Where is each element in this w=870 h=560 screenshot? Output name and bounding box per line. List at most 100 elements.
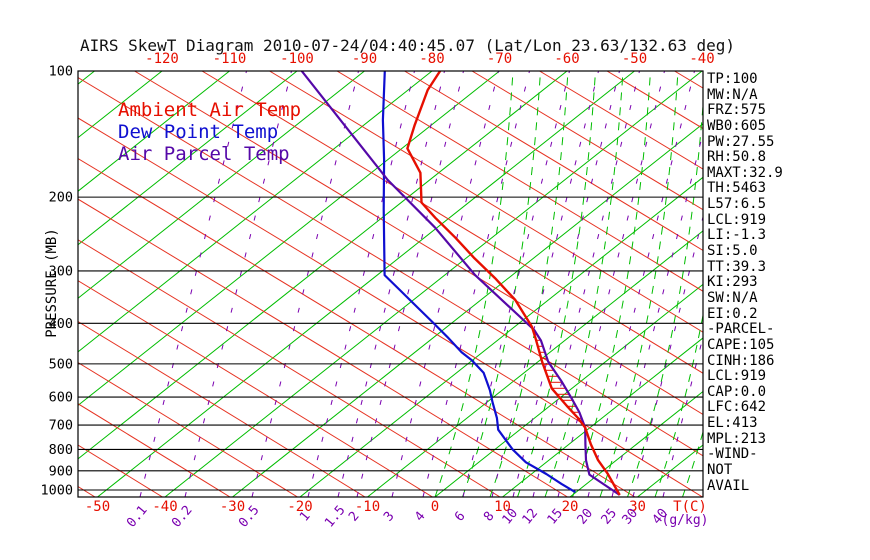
mixing-ratio-line	[139, 71, 247, 497]
top-axis-tick: -40	[689, 51, 714, 67]
stat-line: LI:-1.3	[707, 227, 767, 244]
chart-title: AIRS SkewT Diagram 2010-07-24/04:40:45.0…	[80, 36, 736, 55]
bottom-axis-tick: -10	[355, 499, 380, 515]
isotherm-line	[78, 71, 230, 192]
temp-unit-label: T(C)	[673, 499, 707, 515]
pressure-tick: 100	[49, 64, 73, 80]
dry-adiabat-line	[336, 71, 703, 292]
pressure-tick: 400	[49, 316, 73, 332]
moist-adiabat-line	[434, 71, 514, 497]
mixing-ratio-label: 6	[452, 509, 469, 525]
top-axis-tick: -110	[213, 51, 247, 67]
mixing-ratio-label: 12	[520, 506, 542, 528]
mixing-ratio-label: 0.1	[124, 503, 151, 531]
pressure-tick: 500	[49, 356, 73, 372]
mixing-unit-label: (g/kg)	[662, 513, 709, 528]
dry-adiabat-line	[78, 117, 703, 497]
ambient-temp-curve	[406, 71, 621, 496]
plot-border	[77, 70, 704, 498]
stat-line: WB0:605	[707, 117, 767, 134]
stat-line: CINH:186	[707, 352, 775, 369]
pressure-axis-title: PRESSURE (MB)	[44, 228, 60, 338]
moist-adiabat-line	[572, 71, 651, 497]
mixing-ratio-label: 3	[381, 509, 398, 525]
pressure-tick: 200	[49, 190, 73, 206]
dry-adiabat-line	[78, 280, 433, 497]
legend: Ambient Air Temp Dew Point Temp Air Parc…	[118, 99, 301, 165]
isotherm-line	[97, 71, 635, 497]
stat-line: SI:5.0	[707, 243, 758, 260]
stat-line: -WIND-	[707, 446, 758, 463]
mixing-ratio-line	[184, 71, 292, 497]
mixing-ratio-line	[491, 71, 599, 497]
bottom-axis-tick: 20	[562, 499, 579, 515]
mixing-ratio-line	[422, 71, 530, 497]
stat-line: LCL:919	[707, 211, 767, 228]
mixing-ratio-line	[587, 71, 695, 497]
stat-line: FRZ:575	[707, 102, 767, 119]
mixing-ratio-line	[307, 71, 415, 497]
dry-adiabat-line	[78, 239, 501, 497]
bottom-axis-tick: -50	[85, 499, 110, 515]
isotherm-line	[78, 71, 365, 299]
moist-adiabat-line	[654, 312, 703, 497]
dry-adiabat-line	[404, 71, 703, 251]
dry-adiabat-line	[269, 71, 703, 333]
stat-line: -PARCEL-	[707, 321, 775, 338]
mixing-ratio-line	[251, 71, 359, 497]
mixing-ratio-line	[611, 130, 703, 497]
dry-adiabat-line	[78, 320, 366, 497]
mixing-ratio-line	[532, 71, 640, 497]
dry-adiabat-line	[78, 403, 231, 497]
dry-adiabat-line	[134, 71, 703, 416]
bottom-axis-tick: -20	[287, 499, 312, 515]
pressure-tick: 1000	[40, 483, 73, 499]
isotherm-line	[569, 390, 703, 497]
isotherm-line	[78, 71, 298, 246]
dry-adiabat-line	[78, 198, 568, 497]
stat-line: NOT	[707, 462, 733, 479]
stats-panel: TP:100 MW:N/A FRZ:575 WB0:605 PW:27.55 RH:50.…	[707, 71, 783, 494]
top-axis-tick: -90	[352, 51, 377, 67]
moist-adiabat-line	[599, 71, 679, 497]
bottom-axis-tick: -40	[152, 499, 177, 515]
moist-adiabat-line	[544, 71, 624, 497]
mixing-ratio-line	[391, 71, 499, 497]
stat-line: CAP:0.0	[707, 383, 767, 400]
top-axis-tick: -120	[145, 51, 179, 67]
top-axis-tick: -80	[419, 51, 444, 67]
moist-adiabat-line	[462, 71, 541, 497]
stat-line: MAXT:32.9	[707, 164, 783, 181]
pressure-tick: 900	[49, 463, 73, 479]
plot-area	[78, 71, 870, 497]
stat-line: KI:293	[707, 274, 758, 291]
legend-ambient-air-temp: Ambient Air Temp	[118, 99, 302, 121]
isotherm-line	[502, 337, 703, 497]
legend-dew-point-temp: Dew Point Temp	[118, 121, 279, 143]
dry-adiabat-line	[78, 362, 298, 497]
bottom-axis-tick: -30	[220, 499, 245, 515]
legend-air-parcel-temp: Air Parcel Temp	[118, 143, 290, 165]
pressure-tick: 700	[49, 418, 73, 434]
mixing-ratio-label: 4	[412, 509, 429, 525]
mixing-ratio-line	[356, 71, 464, 497]
top-axis-tick: -60	[554, 51, 579, 67]
stat-line: TP:100	[707, 71, 758, 87]
stat-line: EL:413	[707, 415, 758, 432]
stat-line: TT:39.3	[707, 258, 767, 275]
bottom-axis-tick: 10	[494, 499, 511, 515]
stat-line: RH:50.8	[707, 149, 767, 166]
mixing-ratio-label: 25	[599, 506, 621, 528]
top-axis-tick: -100	[280, 51, 314, 67]
moist-adiabat-line	[517, 71, 596, 497]
pressure-tick: 800	[49, 442, 73, 458]
moist-adiabat-line	[820, 71, 870, 497]
dry-adiabat-line	[539, 71, 703, 170]
stat-line: AVAIL	[707, 477, 750, 494]
stat-line: CAPE:105	[707, 336, 775, 353]
moist-adiabat-line	[489, 71, 569, 497]
top-axis-tick: -70	[487, 51, 512, 67]
air-parcel-curve	[300, 71, 621, 496]
